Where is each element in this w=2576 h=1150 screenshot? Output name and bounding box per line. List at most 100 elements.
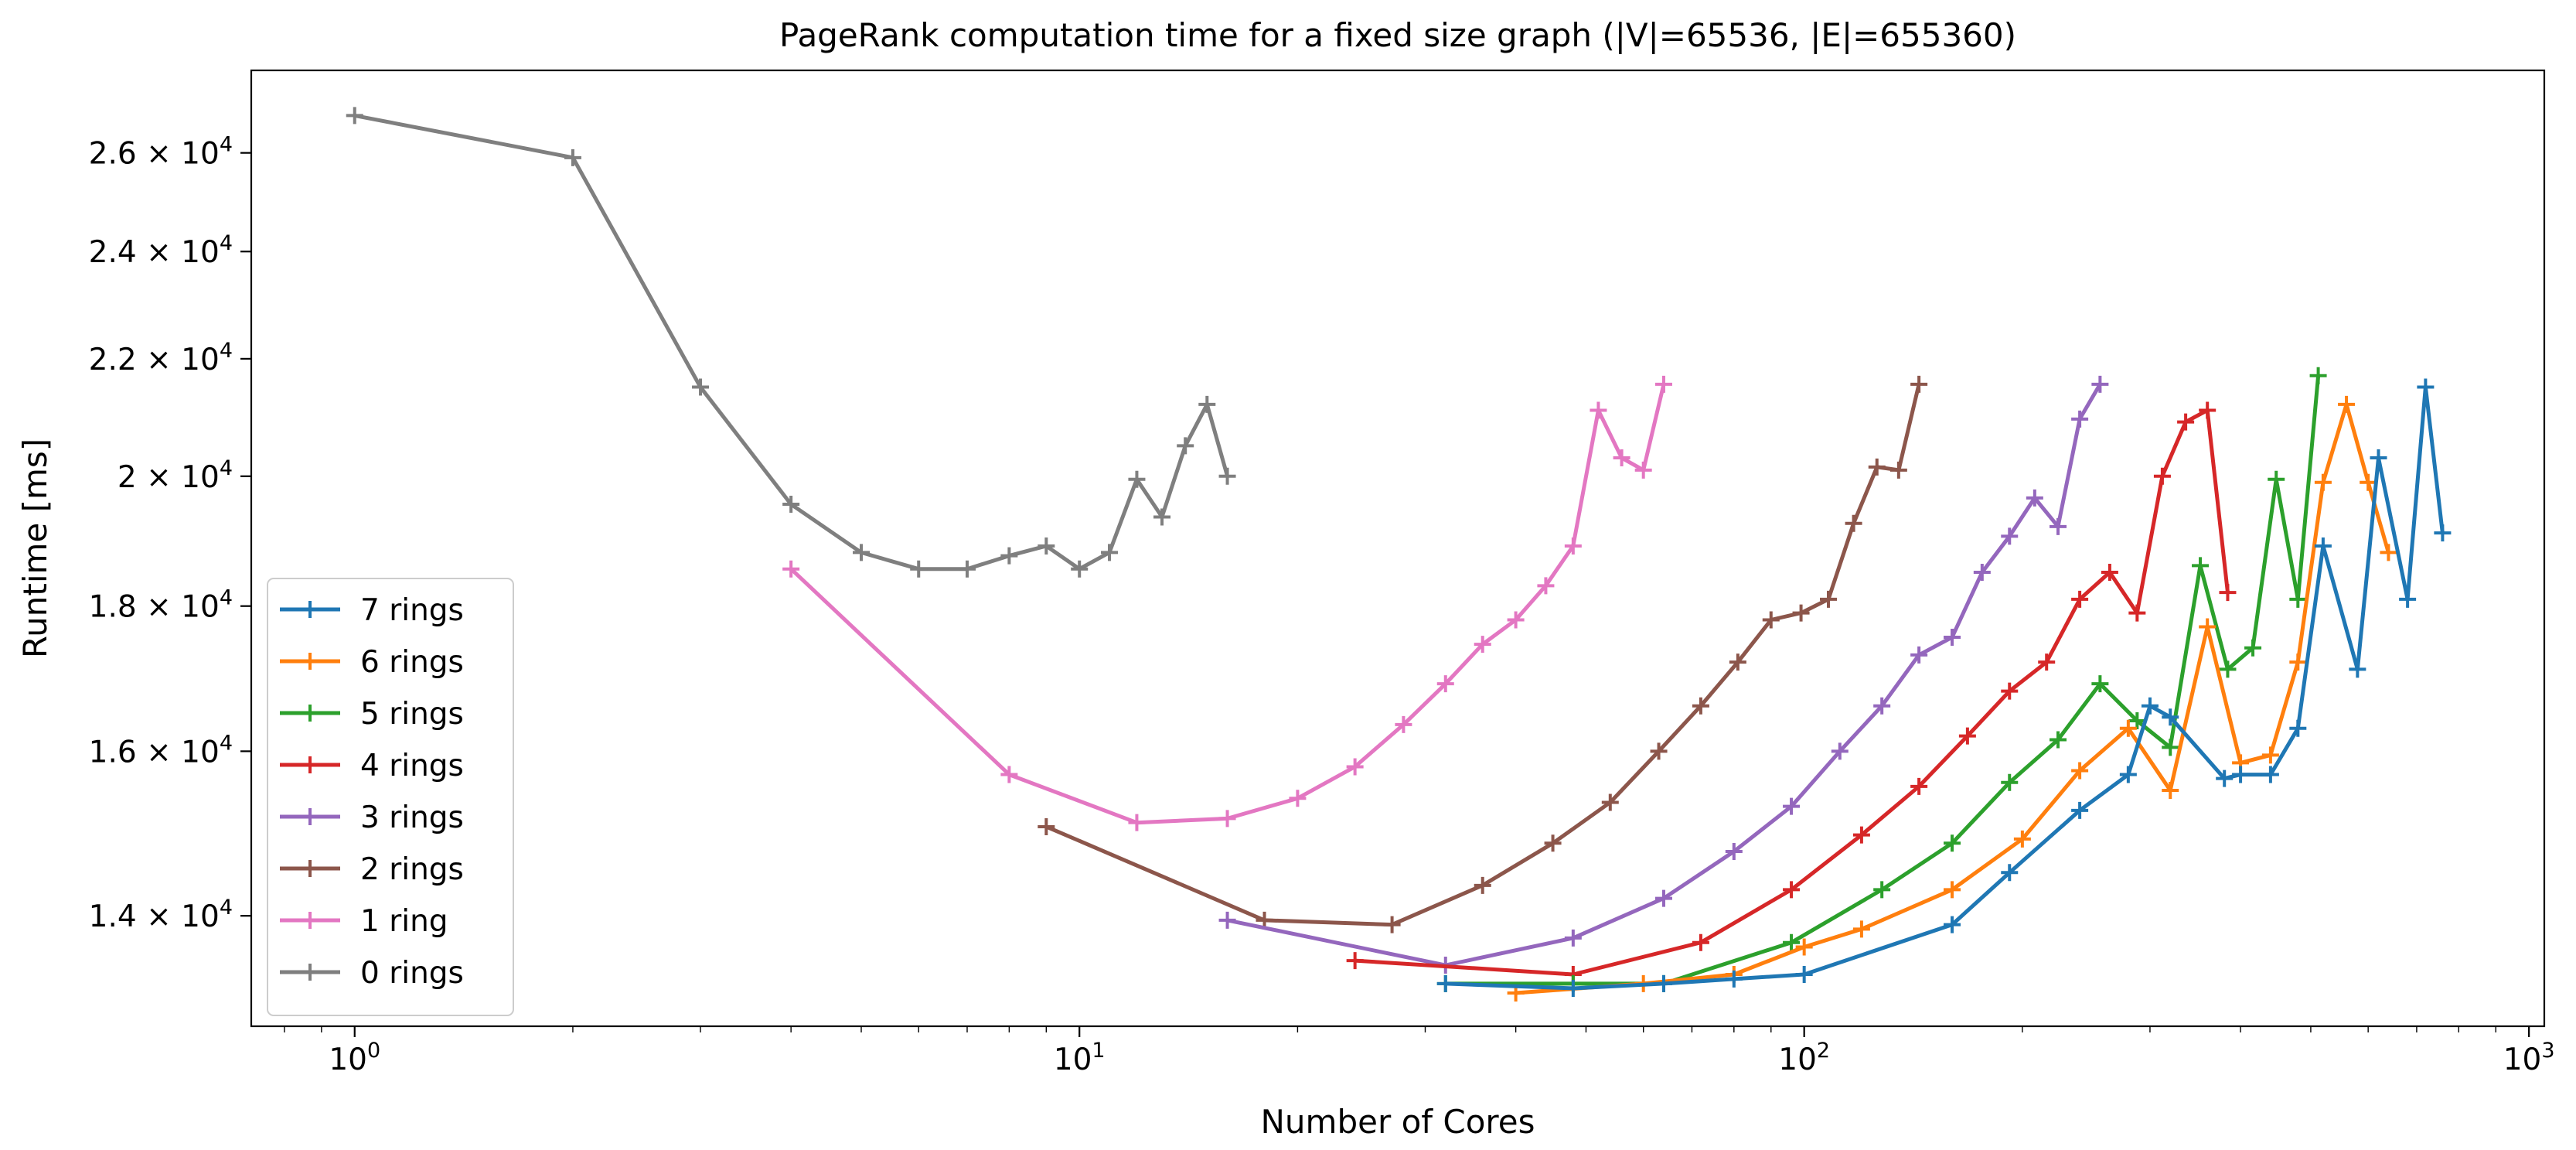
data-point <box>1000 547 1018 565</box>
data-point <box>1958 727 1976 745</box>
data-point <box>1474 636 1491 653</box>
data-point <box>2128 712 2146 730</box>
data-point <box>1654 889 1672 907</box>
data-point <box>1852 920 1870 938</box>
data-point <box>1873 881 1891 899</box>
data-point <box>2050 517 2067 535</box>
data-point <box>1395 715 1412 733</box>
data-point <box>1038 537 1055 555</box>
legend-item: 4 rings <box>280 749 464 783</box>
data-point <box>2434 524 2452 542</box>
data-point <box>2119 719 2137 737</box>
legend-marker <box>302 653 319 670</box>
data-point <box>2162 708 2179 726</box>
data-point <box>1101 544 1119 561</box>
legend-item: 3 rings <box>280 800 464 835</box>
data-point <box>2162 781 2179 799</box>
series-line-2-rings <box>1044 382 1921 927</box>
data-point <box>564 148 581 166</box>
x-axis-label: Number of Cores <box>1261 1103 1535 1141</box>
data-point <box>1944 629 1961 647</box>
data-point <box>2141 697 2159 715</box>
tick-layer: 100 101 102 103 1.4 × 104 1.6 × 104 1.8 × 104 2… <box>89 133 2555 1077</box>
y-tick-label: 2.6 × 104 <box>89 133 233 172</box>
data-point <box>2038 653 2056 671</box>
data-point <box>2380 544 2397 561</box>
data-point <box>2192 557 2210 575</box>
data-point <box>2349 660 2366 678</box>
data-point <box>2370 449 2387 467</box>
data-point <box>1177 437 1194 455</box>
data-point <box>1795 965 1813 983</box>
legend-marker <box>302 705 319 722</box>
data-point <box>2101 564 2118 582</box>
data-point <box>2289 719 2307 737</box>
data-point <box>1725 843 1743 861</box>
data-point <box>2399 590 2417 608</box>
data-point <box>1346 952 1364 970</box>
data-point <box>2244 639 2262 657</box>
data-point <box>1153 508 1171 526</box>
legend-label: 7 rings <box>360 593 464 628</box>
legend-label: 1 ring <box>360 904 448 939</box>
data-point <box>2232 766 2250 783</box>
legend-label: 4 rings <box>360 749 464 783</box>
data-point <box>1729 653 1746 671</box>
legend-frame <box>267 578 514 1016</box>
data-point <box>1346 758 1364 776</box>
series-line-3-rings <box>1225 382 2102 967</box>
series-line-1-ring <box>789 382 1666 825</box>
legend-item: 1 ring <box>280 904 448 939</box>
data-point <box>1000 766 1018 783</box>
legend-marker <box>302 756 319 773</box>
data-point <box>1436 974 1454 992</box>
data-point <box>1845 514 1862 532</box>
legend-marker <box>302 912 319 929</box>
data-point <box>1289 790 1307 807</box>
data-point <box>1544 834 1562 852</box>
data-point <box>1783 881 1801 899</box>
y-tick-label: 1.6 × 104 <box>89 731 233 770</box>
data-point <box>1944 834 1961 852</box>
legend-label: 5 rings <box>360 697 464 732</box>
data-point <box>2013 830 2031 848</box>
data-point <box>1256 911 1273 929</box>
legend-label: 0 rings <box>360 956 464 991</box>
data-point <box>1218 810 1236 828</box>
data-point <box>2177 413 2195 431</box>
data-point <box>1910 375 1928 393</box>
data-point <box>1507 611 1525 629</box>
data-point <box>1944 881 1961 899</box>
data-point <box>2268 470 2285 488</box>
data-point <box>1889 461 1907 479</box>
series-line-4-rings <box>1353 408 2230 977</box>
data-point <box>1795 938 1813 956</box>
legend-item: 0 rings <box>280 956 464 991</box>
data-point <box>692 378 710 396</box>
data-point <box>1071 560 1089 578</box>
data-point <box>910 560 928 578</box>
x-tick-label: 101 <box>1054 1039 1106 1077</box>
data-point <box>2153 467 2171 485</box>
data-point <box>2001 864 2019 882</box>
data-point <box>1868 458 1886 476</box>
data-point <box>2314 473 2332 491</box>
data-point <box>1831 742 1849 760</box>
data-point <box>2091 375 2109 393</box>
data-point <box>2199 618 2217 636</box>
data-point <box>1692 697 1709 715</box>
data-point <box>346 107 363 125</box>
series-2-rings <box>1038 375 1928 933</box>
data-point <box>2119 766 2137 783</box>
data-point <box>1474 876 1491 894</box>
legend-item: 5 rings <box>280 697 464 732</box>
data-point <box>1436 675 1454 693</box>
data-point <box>1564 979 1582 997</box>
y-tick-label: 1.8 × 104 <box>89 586 233 625</box>
data-point <box>1634 461 1652 479</box>
data-point <box>2261 766 2279 783</box>
data-point <box>2091 675 2109 693</box>
data-point <box>2001 773 2019 791</box>
legend: 7 rings 6 rings 5 rings 4 rings 3 rings 2 rin… <box>267 578 514 1016</box>
series-line-0-rings <box>353 113 1230 572</box>
